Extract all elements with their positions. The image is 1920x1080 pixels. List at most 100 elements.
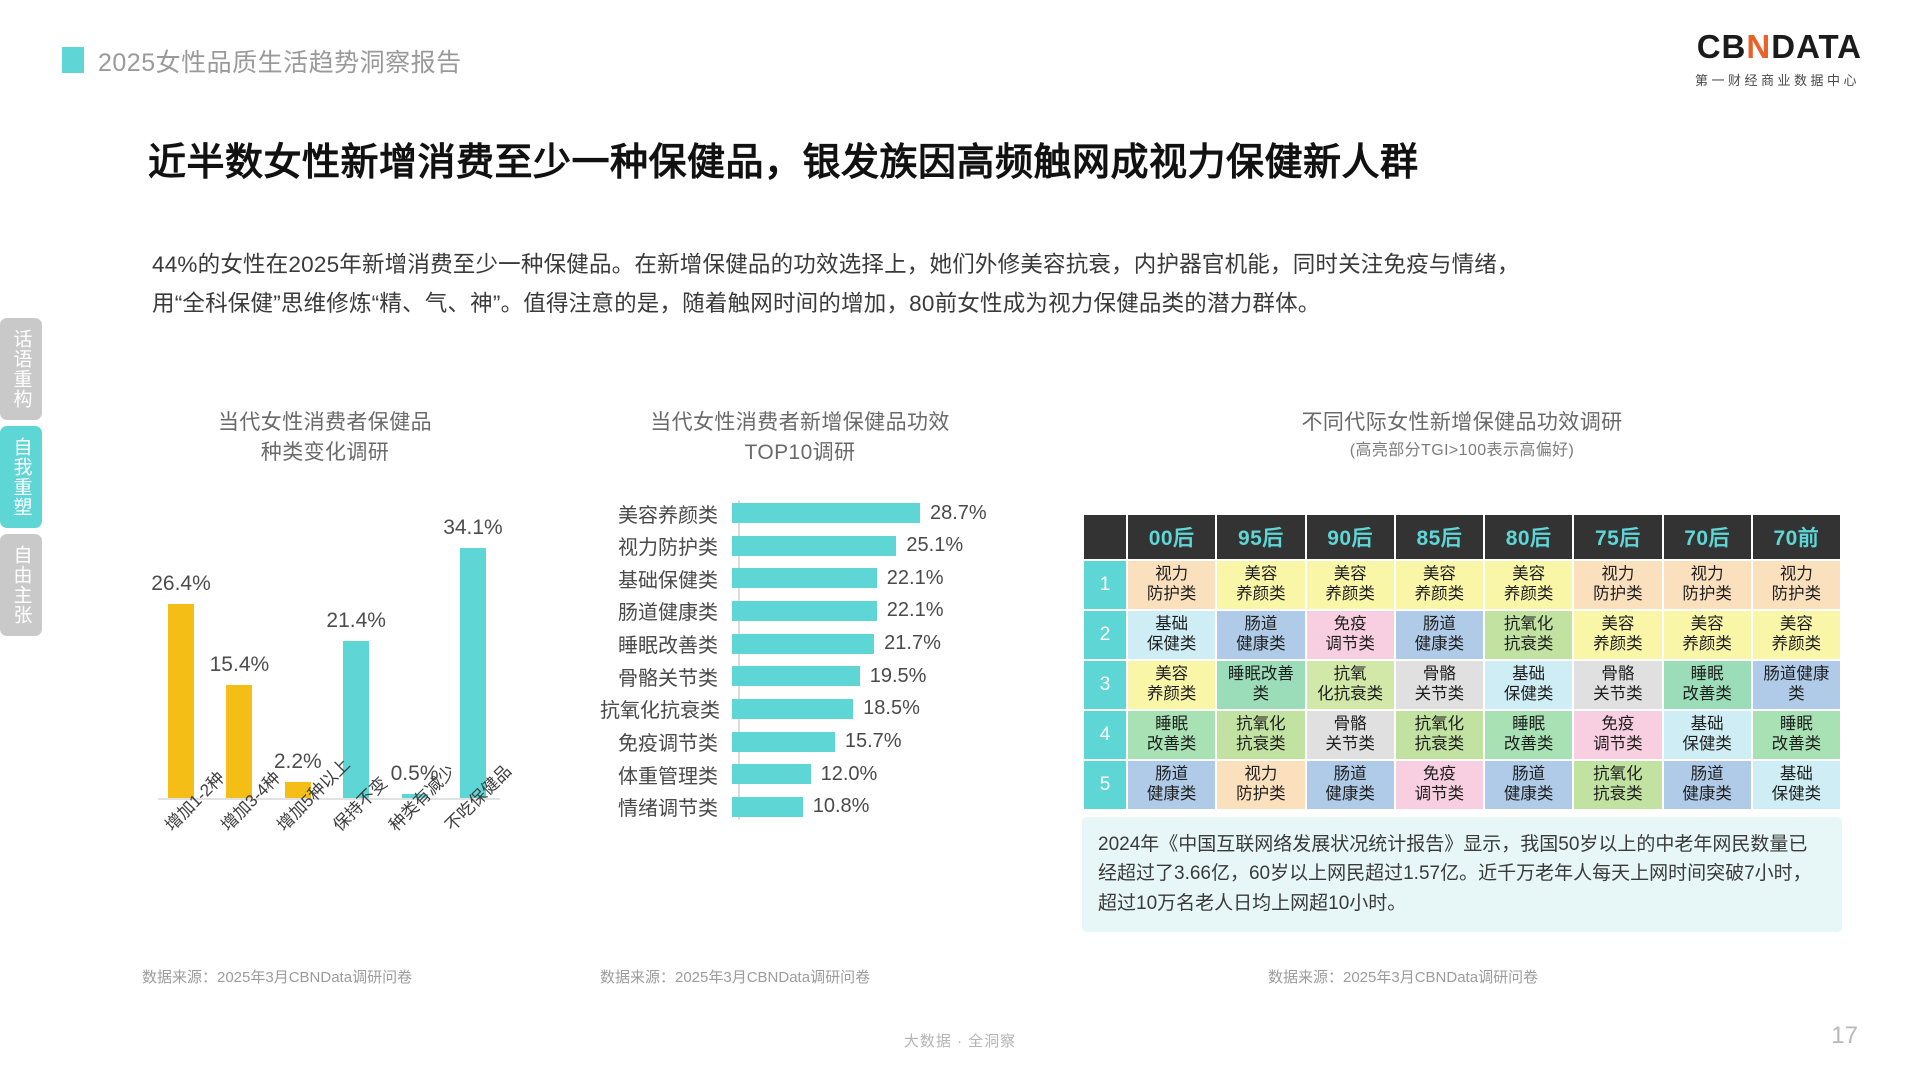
- chart2-value-label: 15.7%: [844, 730, 902, 753]
- chart2-bar[interactable]: [732, 568, 877, 589]
- chart2-axis-line: [738, 500, 740, 820]
- chart2-category-label: 视力防护类: [618, 537, 718, 560]
- chart2-title-line2: TOP10调研: [744, 440, 856, 464]
- chart2-bar[interactable]: [732, 666, 860, 687]
- table-cell: 美容 养颜类: [1128, 661, 1216, 709]
- chart1-value-label: 2.2%: [273, 749, 322, 773]
- chart2-category-label: 肠道健康类: [618, 602, 718, 625]
- chart1-column: 0.5%: [390, 480, 439, 798]
- chart2-value-label: 25.1%: [906, 534, 964, 557]
- logo-text-left: CB: [1696, 28, 1747, 65]
- sidebar-item-2[interactable]: 自由主张: [0, 534, 42, 636]
- cbndata-logo: CBNDATA 第一财经商业数据中心: [1695, 30, 1862, 89]
- chart2-source: 数据来源：2025年3月CBNData调研问卷: [600, 969, 871, 986]
- chart2-row: 体重管理类 12.0%: [600, 761, 1010, 788]
- table-cell: 视力 防护类: [1128, 561, 1216, 609]
- table-body: 1 视力 防护类 美容 养颜类 美容 养颜类 美容 养颜类 美容 养颜类 视力 防护类 视力 防护类 视力 防护…: [1084, 561, 1840, 809]
- chart1-bar[interactable]: [343, 640, 370, 798]
- chart2-value-label: 19.5%: [869, 664, 927, 687]
- table-cell: 抗氧化抗衰类: [1395, 711, 1483, 759]
- chart1-bar[interactable]: [226, 684, 253, 798]
- table-row: 4 睡眠 改善类 抗氧化 抗衰类 骨骼 关节类 抗氧化 抗衰类 睡眠 改善类 免疫 调节类 基础 保健类 睡眠…: [1084, 711, 1840, 759]
- chart1-value-label: 15.4%: [209, 652, 270, 676]
- chart2-row: 美容养颜类 28.7%: [600, 500, 1010, 527]
- chart1-title: 当代女性消费者保健品 种类变化调研: [140, 408, 510, 468]
- chart1-source: 数据来源：2025年3月CBNData调研问卷: [142, 969, 413, 986]
- logo-text-n: N: [1746, 28, 1772, 65]
- table-corner: [1084, 515, 1126, 559]
- table-cell: 睡眠改善类: [1217, 661, 1305, 709]
- chart2-bar[interactable]: [732, 764, 811, 785]
- table-rank-cell: 1: [1084, 561, 1126, 609]
- table-cell: 视力 防护类: [1574, 561, 1662, 609]
- table-cell: 骨骼 关节类: [1306, 711, 1394, 759]
- chart2-category-label: 抗氧化抗衰类: [600, 700, 720, 723]
- generation-efficacy-table-wrap: 00后 95后 90后 85后 80后 75后 70后 70前 1 视力 防护类 美容 养颜类 美容 养颜…: [1082, 513, 1842, 933]
- table-cell: 美容 养颜类: [1752, 611, 1840, 659]
- chart2-category-label: 睡眠改善类: [618, 635, 718, 658]
- logo-subtitle: 第一财经商业数据中心: [1694, 73, 1860, 88]
- table-col-header: 95后: [1217, 515, 1305, 559]
- table-rank-cell: 2: [1084, 611, 1126, 659]
- chart1-bar[interactable]: [401, 794, 428, 798]
- table-cell: 睡眠改善类: [1485, 711, 1573, 759]
- table-cell: 美容 养颜类: [1217, 561, 1305, 609]
- page-title: 2025女性品质生活趋势洞察报告: [98, 49, 462, 77]
- table-cell: 睡眠改善类: [1663, 661, 1751, 709]
- chart1-column: 15.4%: [210, 480, 269, 798]
- table-cell: 肠道健康类: [1395, 611, 1483, 659]
- table-rank-cell: 4: [1084, 711, 1126, 759]
- chart1-bar[interactable]: [459, 547, 486, 798]
- page-number: 17: [1831, 1022, 1858, 1049]
- table-header-row: 00后 95后 90后 85后 80后 75后 70后 70前: [1084, 515, 1840, 559]
- chart1-bar[interactable]: [284, 781, 311, 798]
- sidebar-item-0[interactable]: 话语重构: [0, 318, 42, 420]
- chart2-value-label: 18.5%: [863, 697, 920, 720]
- headline: 近半数女性新增消费至少一种保健品，银发族因高频触网成视力保健新人群: [148, 142, 1419, 184]
- table-col-header: 85后: [1395, 515, 1483, 559]
- table-cell: 骨骼 关节类: [1395, 661, 1483, 709]
- generation-efficacy-table: 00后 95后 90后 85后 80后 75后 70后 70前 1 视力 防护类 美容 养颜类 美容 养颜…: [1082, 513, 1842, 811]
- chart2-bar[interactable]: [732, 698, 854, 719]
- table-col-header: 00后: [1128, 515, 1216, 559]
- table-cell: 骨骼 关节类: [1574, 661, 1662, 709]
- chart2-bar[interactable]: [732, 535, 897, 556]
- chart2-bar[interactable]: [732, 731, 835, 752]
- sidebar-item-1[interactable]: 自我重塑: [0, 426, 42, 528]
- logo-text-right: DATA: [1771, 28, 1862, 65]
- chart2-bar[interactable]: [732, 796, 803, 817]
- chart-category-change: 26.4% 15.4% 2.2% 21.4% 0.5% 34.1%: [140, 480, 503, 800]
- chart1-bar[interactable]: [168, 604, 194, 798]
- table-col-header: 75后: [1574, 515, 1662, 559]
- chart1-value-label: 21.4%: [326, 608, 386, 632]
- table-cell: 肠道健康类: [1306, 761, 1394, 809]
- table-col-header: 70前: [1752, 515, 1840, 559]
- table-cell: 视力 防护类: [1752, 561, 1840, 609]
- table-row: 2 基础 保健类 肠道 健康类 免疫 调节类 肠道 健康类 抗氧化 抗衰类 美容 养颜类 美容 养颜类 美容养…: [1084, 611, 1840, 659]
- chart2-bar[interactable]: [732, 503, 920, 523]
- chart1-value-label: 0.5%: [390, 762, 439, 786]
- chart2-value-label: 22.1%: [886, 566, 944, 589]
- table-cell: 基础 保健类: [1752, 761, 1840, 809]
- chart1-column: 2.2%: [273, 480, 322, 798]
- table-cell: 基础 保健类: [1663, 711, 1751, 759]
- chart2-row: 肠道健康类 22.1%: [600, 598, 1010, 624]
- table-cell: 美容 养颜类: [1663, 611, 1751, 659]
- table-cell: 抗氧化抗衰类: [1217, 711, 1305, 759]
- chart2-value-label: 28.7%: [930, 501, 987, 524]
- chart-top10-efficacy: 美容养颜类 28.7% 视力防护类 25.1% 基础保健类 22.1% 肠道健康类 22.1%…: [600, 500, 1010, 820]
- chart2-category-label: 骨骼关节类: [618, 667, 718, 690]
- table-col-header: 90后: [1306, 515, 1394, 559]
- chart2-bar[interactable]: [732, 633, 875, 654]
- chart2-bar[interactable]: [732, 600, 877, 621]
- chart1-column: 26.4%: [151, 480, 211, 798]
- table-cell: 肠道健康类: [1217, 611, 1305, 659]
- table-cell: 基础 保健类: [1485, 661, 1573, 709]
- table-cell: 美容 养颜类: [1306, 561, 1394, 609]
- chart2-row: 视力防护类 25.1%: [600, 533, 1010, 559]
- lead-paragraph: 44%的女性在2025年新增消费至少一种保健品。在新增保健品的功效选择上，她们外…: [152, 252, 1520, 317]
- chart1-column: 34.1%: [443, 480, 503, 798]
- table-cell: 睡眠改善类: [1128, 711, 1216, 759]
- table-cell: 视力 防护类: [1663, 561, 1751, 609]
- chart2-row: 情绪调节类 10.8%: [600, 794, 1010, 820]
